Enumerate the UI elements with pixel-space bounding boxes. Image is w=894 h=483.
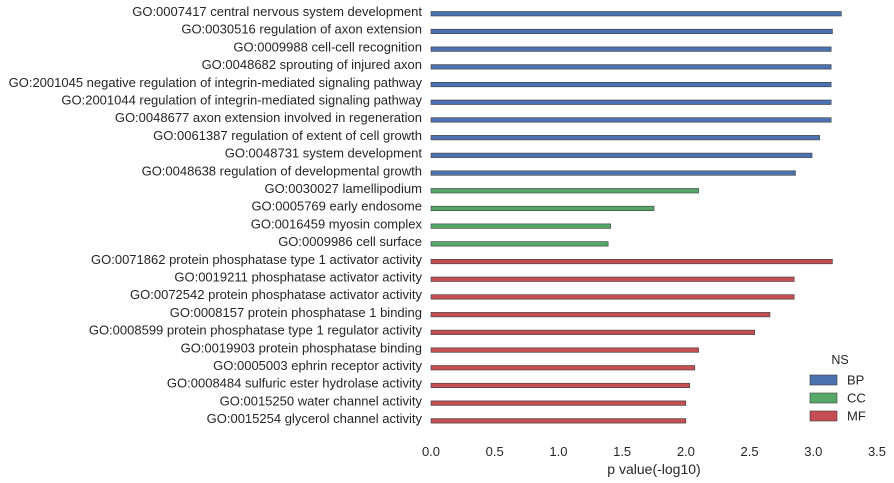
category-label: GO:0072542 protein phosphatase activator… bbox=[130, 287, 422, 302]
category-label: GO:0019903 protein phosphatase binding bbox=[181, 340, 422, 355]
bar-6 bbox=[430, 117, 832, 123]
x-tick-label: 0.0 bbox=[422, 444, 440, 459]
x-tick-label: 2.0 bbox=[677, 444, 695, 459]
bar-10 bbox=[430, 188, 699, 194]
legend-swatch-mf bbox=[809, 410, 838, 422]
legend-swatch-bp bbox=[809, 374, 838, 386]
category-label: GO:2001045 negative regulation of integr… bbox=[9, 75, 423, 90]
legend-label-mf: MF bbox=[847, 409, 866, 424]
x-tick-label: 2.5 bbox=[741, 444, 759, 459]
category-label: GO:0048682 sprouting of injured axon bbox=[202, 57, 422, 72]
category-label: GO:0048638 regulation of developmental g… bbox=[142, 163, 422, 178]
category-label: GO:0048677 axon extension involved in re… bbox=[115, 110, 422, 125]
category-label: GO:0008599 protein phosphatase type 1 re… bbox=[89, 323, 423, 338]
category-label: GO:0015254 glycerol channel activity bbox=[207, 411, 423, 426]
bar-15 bbox=[430, 276, 795, 282]
bar-14 bbox=[430, 258, 833, 265]
category-label: GO:0005003 ephrin receptor activity bbox=[213, 358, 422, 373]
category-label: GO:0008157 protein phosphatase 1 binding bbox=[170, 305, 422, 320]
x-axis-title: p value(-log10) bbox=[607, 461, 700, 477]
x-tick-label: 3.5 bbox=[868, 444, 886, 459]
category-label: GO:0009986 cell surface bbox=[278, 234, 422, 249]
category-label: GO:0030516 regulation of axon extension bbox=[181, 22, 422, 37]
bar-21 bbox=[430, 382, 690, 389]
legend-title: NS bbox=[831, 353, 848, 367]
bar-23 bbox=[430, 418, 687, 424]
legend-label-bp: BP bbox=[847, 373, 864, 388]
bar-5 bbox=[430, 99, 832, 105]
category-label: GO:0007417 central nervous system develo… bbox=[132, 4, 422, 19]
bar-1 bbox=[430, 28, 833, 35]
bar-11 bbox=[430, 205, 655, 211]
legend-swatch-cc bbox=[809, 392, 838, 404]
bar-4 bbox=[430, 82, 832, 88]
bar-20 bbox=[430, 365, 696, 371]
bar-13 bbox=[430, 241, 609, 247]
category-label: GO:0016459 myosin complex bbox=[251, 216, 423, 231]
category-label: GO:0061387 regulation of extent of cell … bbox=[153, 128, 422, 143]
bar-22 bbox=[430, 400, 687, 406]
bar-18 bbox=[430, 329, 755, 335]
bar-7 bbox=[430, 135, 820, 141]
category-label: GO:0005769 early endosome bbox=[251, 199, 422, 214]
bar-9 bbox=[430, 170, 796, 176]
legend-label-cc: CC bbox=[847, 391, 866, 406]
bar-0 bbox=[430, 11, 842, 17]
x-tick-label: 3.0 bbox=[804, 444, 822, 459]
bar-19 bbox=[430, 347, 699, 353]
x-tick-label: 1.5 bbox=[613, 444, 631, 459]
bar-2 bbox=[430, 46, 832, 52]
category-label: GO:0048731 system development bbox=[225, 146, 423, 161]
bar-16 bbox=[430, 294, 795, 300]
category-label: GO:0015250 water channel activity bbox=[220, 393, 423, 408]
category-label: GO:0019211 phosphatase activator activit… bbox=[174, 270, 422, 285]
bar-8 bbox=[430, 152, 813, 158]
category-label: GO:0071862 protein phosphatase type 1 ac… bbox=[91, 252, 422, 267]
x-tick-label: 0.5 bbox=[486, 444, 504, 459]
category-label: GO:0030027 lamellipodium bbox=[264, 181, 422, 196]
bar-12 bbox=[430, 223, 611, 229]
bar-3 bbox=[430, 64, 832, 70]
category-label: GO:0009988 cell-cell recognition bbox=[233, 39, 422, 54]
category-label: GO:0008484 sulfuric ester hydrolase acti… bbox=[167, 376, 423, 391]
x-tick-label: 1.0 bbox=[549, 444, 567, 459]
bar-17 bbox=[430, 312, 771, 318]
category-label: GO:2001044 regulation of integrin-mediat… bbox=[61, 93, 422, 108]
